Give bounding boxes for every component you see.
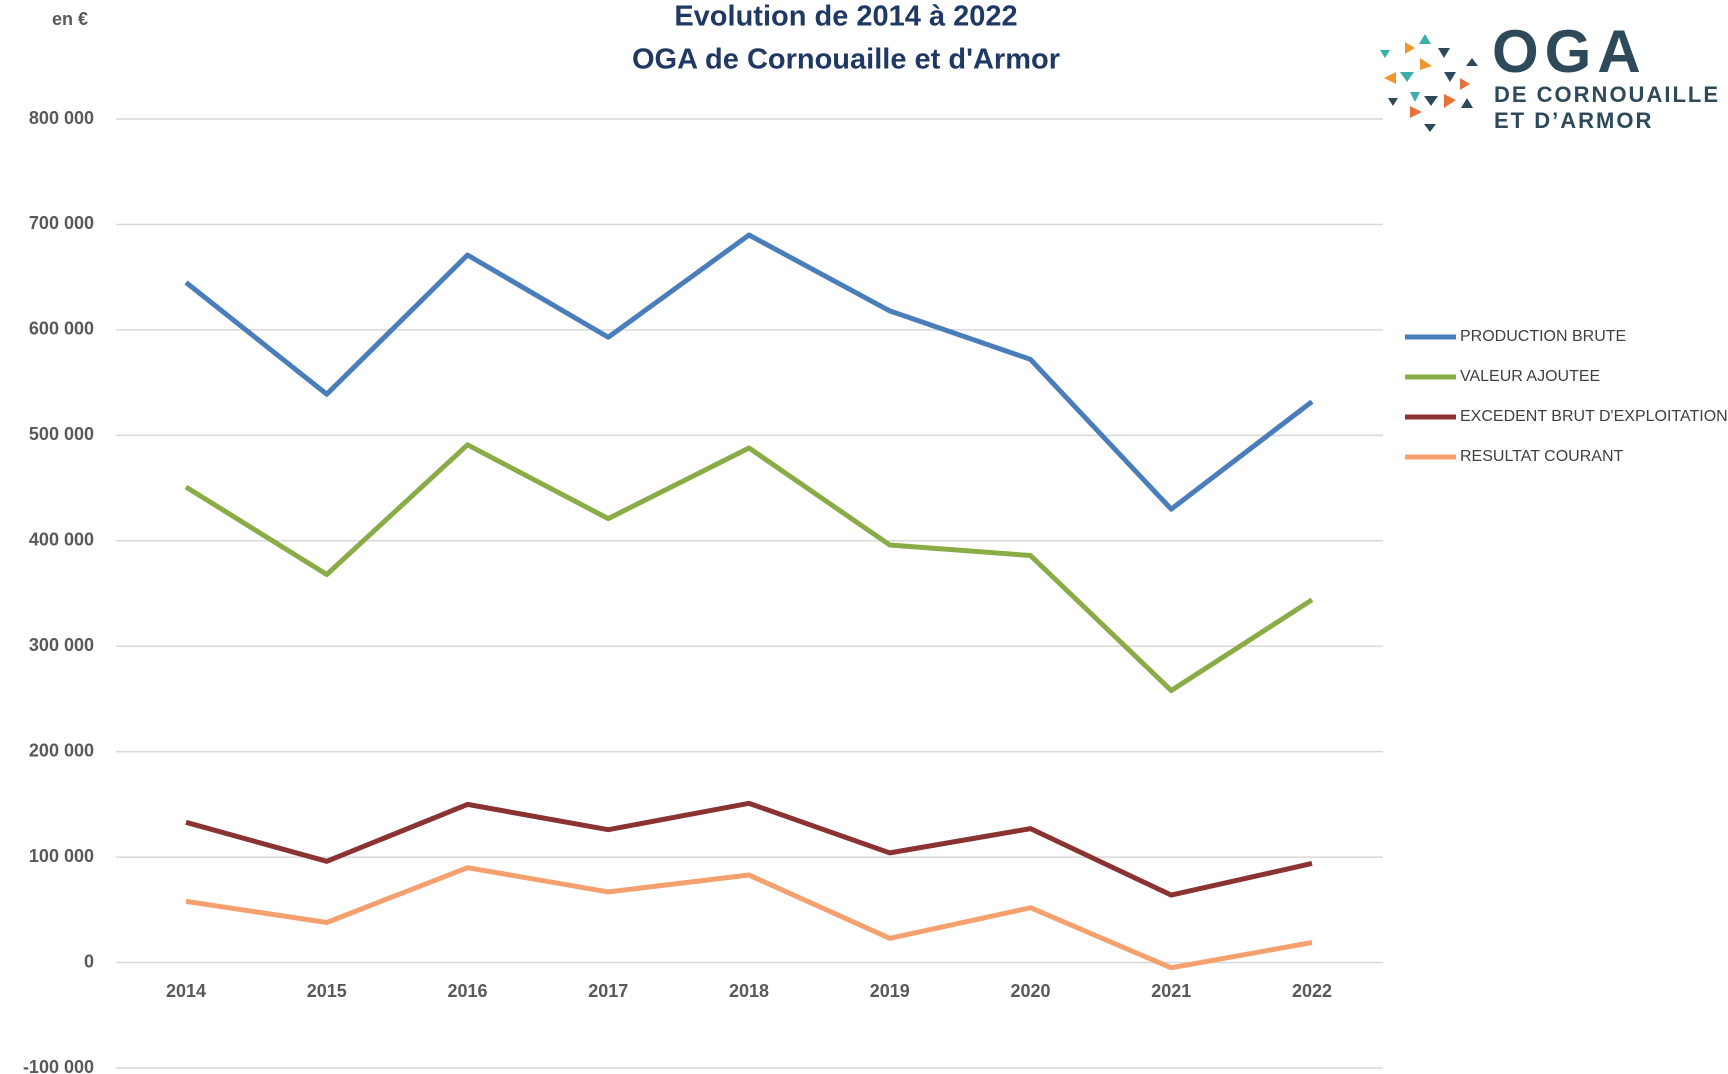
x-tick-label: 2016 — [447, 981, 487, 1001]
legend-label: EXCEDENT BRUT D'EXPLOITATION — [1460, 408, 1728, 425]
y-tick-label: 700 000 — [29, 213, 94, 233]
series-line — [185, 865, 1313, 971]
y-tick-label: -100 000 — [23, 1057, 94, 1074]
y-tick-label: 400 000 — [29, 530, 94, 550]
legend-label: RESULTAT COURANT — [1460, 448, 1624, 465]
logo-line: DE CORNOUAILLE — [1494, 82, 1720, 107]
x-tick-label: 2021 — [1151, 981, 1191, 1001]
y-tick-label: 200 000 — [29, 740, 94, 760]
x-tick-label: 2015 — [307, 981, 347, 1001]
x-tick-label: 2018 — [729, 981, 769, 1001]
x-tick-label: 2014 — [166, 981, 206, 1001]
legend-label: VALEUR AJOUTEE — [1460, 368, 1600, 385]
x-tick-label: 2022 — [1292, 981, 1332, 1001]
y-tick-label: 500 000 — [29, 424, 94, 444]
chart-subtitle: OGA de Cornouaille et d'Armor — [632, 44, 1060, 76]
y-axis-label: en € — [52, 9, 88, 29]
legend-label: PRODUCTION BRUTE — [1460, 328, 1626, 345]
y-tick-label: 800 000 — [29, 108, 94, 128]
chart-title: Evolution de 2014 à 2022 — [674, 1, 1017, 33]
logo-line: ET D’ARMOR — [1494, 108, 1653, 133]
x-tick-label: 2017 — [588, 981, 628, 1001]
series-line — [184, 232, 1314, 512]
x-tick-label: 2019 — [870, 981, 910, 1001]
y-tick-label: 300 000 — [29, 635, 94, 655]
y-tick-label: 600 000 — [29, 319, 94, 339]
x-tick-label: 2020 — [1010, 981, 1050, 1001]
y-tick-label: 100 000 — [29, 846, 94, 866]
logo-name: OGA — [1492, 18, 1647, 85]
y-tick-label: 0 — [84, 951, 94, 971]
series-line — [184, 442, 1314, 694]
logo-icon — [1380, 34, 1478, 132]
series-line — [185, 800, 1313, 898]
